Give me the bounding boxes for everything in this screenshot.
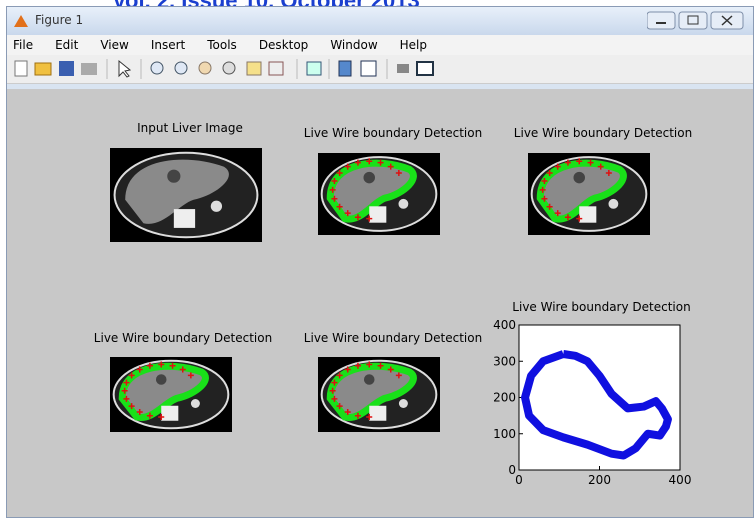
menu-item[interactable]: Edit [55, 38, 78, 52]
menu-item[interactable]: View [100, 38, 128, 52]
toolbar [7, 55, 753, 84]
x-tick-label: 200 [588, 473, 611, 487]
menu-item[interactable]: Tools [207, 38, 237, 52]
window-buttons[interactable] [647, 11, 747, 31]
subplot-title: Input Liver Image [137, 121, 243, 135]
spine [369, 206, 386, 222]
spine [579, 206, 596, 222]
menu-item[interactable]: Window [330, 38, 377, 52]
page: {"banner": "Vol. 2, Issue 10, October 20… [0, 0, 754, 518]
subplot-title: Live Wire boundary Detection [304, 126, 482, 140]
y-tick-label: 200 [493, 391, 516, 405]
vessel [574, 172, 585, 183]
subplot-title: Live Wire boundary Detection [304, 331, 482, 345]
kidney [399, 399, 408, 408]
vessel [167, 170, 180, 183]
ct-image [110, 148, 262, 242]
figure-area: Input Liver Image Live Wire boundary Dete… [7, 89, 753, 517]
y-tick-label: 300 [493, 354, 516, 368]
kidney [398, 199, 408, 209]
spine [174, 209, 195, 228]
title-bar: Figure 1 [7, 7, 753, 35]
subplot-title: Live Wire boundary Detection [514, 126, 692, 140]
spine [161, 406, 178, 421]
menu-item[interactable]: File [13, 38, 33, 52]
x-tick-label: 400 [669, 473, 692, 487]
x-tick-label: 0 [515, 473, 523, 487]
toolbar-icons[interactable] [7, 55, 507, 83]
menu-bar: File Edit View Insert Tools Desktop Window Help [7, 35, 753, 55]
spine [369, 406, 386, 421]
menu-item[interactable]: Insert [151, 38, 185, 52]
ct-image [528, 153, 650, 235]
ct-image [318, 153, 440, 235]
window: Figure 1 File Edit View Insert Tools Desktop W… [6, 6, 754, 518]
figure-canvas: Input Liver Image Live Wire boundary Dete… [7, 89, 753, 517]
kidney [191, 399, 200, 408]
plot-title: Live Wire boundary Detection [512, 300, 690, 314]
app-icon [13, 13, 29, 29]
vessel [156, 374, 167, 385]
y-tick-label: 400 [493, 318, 516, 332]
ct-image [110, 357, 232, 432]
vessel [364, 374, 375, 385]
vessel [364, 172, 375, 183]
kidney [211, 201, 222, 212]
y-tick-label: 0 [508, 463, 516, 477]
subplot-title: Live Wire boundary Detection [94, 331, 272, 345]
ct-image [318, 357, 440, 432]
window-title: Figure 1 [35, 13, 83, 27]
menu-item[interactable]: Desktop [259, 38, 309, 52]
y-tick-label: 100 [493, 427, 516, 441]
menu-item[interactable]: Help [400, 38, 427, 52]
kidney [608, 199, 618, 209]
